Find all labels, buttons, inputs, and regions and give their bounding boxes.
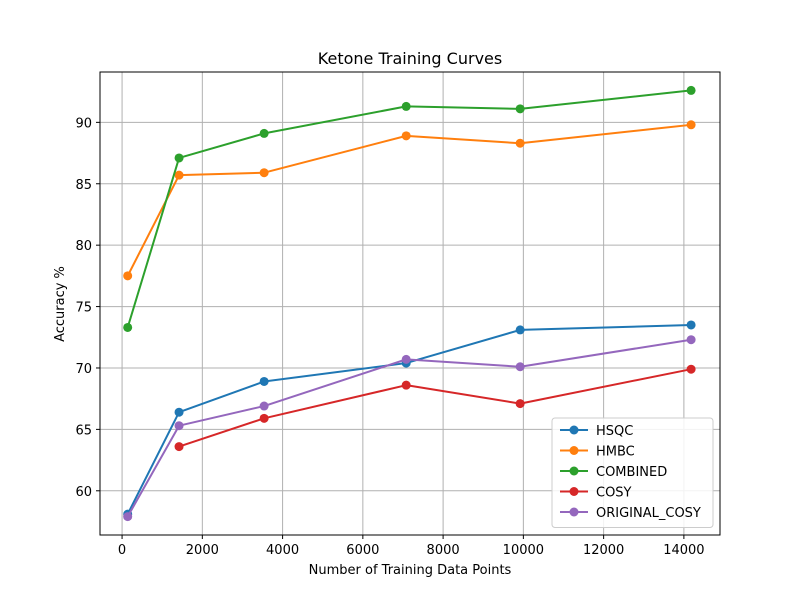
series-line-combined bbox=[126, 89, 692, 328]
series-line-hsqc bbox=[126, 323, 692, 515]
series-line-original-cosy bbox=[126, 338, 692, 518]
data-point bbox=[515, 362, 525, 372]
legend-label: COMBINED bbox=[596, 465, 667, 480]
data-point bbox=[686, 120, 696, 130]
legend-entry: ORIGINAL_COSY bbox=[560, 506, 701, 521]
x-tick-label: 12000 bbox=[583, 543, 624, 558]
data-point bbox=[401, 131, 411, 141]
legend-marker bbox=[569, 446, 579, 455]
y-axis: 60 65 70 75 80 85 90 bbox=[75, 116, 100, 500]
data-point bbox=[174, 442, 184, 452]
series-original-cosy bbox=[123, 335, 696, 522]
legend-marker bbox=[569, 466, 579, 476]
y-tick-label: 70 bbox=[75, 362, 92, 377]
y-axis-label: Accuracy % bbox=[53, 266, 68, 342]
x-tick-label: 6000 bbox=[346, 543, 379, 558]
data-point bbox=[174, 407, 184, 417]
data-point bbox=[174, 153, 184, 163]
y-tick-label: 80 bbox=[75, 239, 92, 254]
data-point bbox=[401, 354, 411, 364]
y-tick-label: 75 bbox=[75, 301, 92, 316]
data-point bbox=[515, 138, 525, 148]
data-point bbox=[686, 335, 696, 345]
y-tick-label: 60 bbox=[75, 485, 92, 500]
series-layer bbox=[123, 85, 696, 522]
data-point bbox=[259, 128, 269, 138]
legend-label: HMBC bbox=[596, 445, 635, 460]
legend-box bbox=[551, 417, 714, 528]
legend-label: COSY bbox=[596, 486, 632, 501]
x-tick-label: 8000 bbox=[427, 543, 460, 558]
legend-entry: HSQC bbox=[560, 424, 633, 439]
legend-marker bbox=[569, 487, 579, 496]
y-tick-label: 85 bbox=[75, 178, 92, 193]
x-tick-label: 4000 bbox=[266, 543, 299, 558]
y-tick-label: 90 bbox=[75, 116, 92, 131]
legend-marker bbox=[569, 425, 579, 435]
legend-entry: COMBINED bbox=[560, 465, 667, 480]
data-point bbox=[401, 380, 411, 390]
legend-entry: COSY bbox=[560, 486, 632, 501]
data-point bbox=[515, 399, 525, 409]
x-tick-label: 0 bbox=[118, 543, 126, 558]
x-axis: 0 2000 4000 6000 8000 10000 12000 14000 bbox=[118, 535, 705, 558]
data-point bbox=[686, 364, 696, 374]
data-point bbox=[686, 85, 696, 95]
data-point bbox=[259, 376, 269, 386]
x-axis-label: Number of Training Data Points bbox=[309, 563, 512, 578]
data-point bbox=[123, 322, 133, 332]
legend: HSQC HMBC COMBINED COSY ORIGINAL_COSY bbox=[551, 417, 714, 528]
x-tick-label: 10000 bbox=[503, 543, 544, 558]
legend-label: ORIGINAL_COSY bbox=[596, 506, 701, 521]
plot-frame bbox=[99, 71, 721, 536]
x-tick-label: 2000 bbox=[186, 543, 219, 558]
data-point bbox=[174, 421, 184, 431]
data-point bbox=[259, 413, 269, 423]
chart-title: Ketone Training Curves bbox=[318, 49, 502, 68]
data-point bbox=[259, 401, 269, 411]
data-point bbox=[259, 168, 269, 178]
data-point bbox=[686, 320, 696, 330]
data-point bbox=[123, 512, 133, 522]
y-tick-label: 65 bbox=[75, 423, 92, 438]
data-point bbox=[515, 325, 525, 335]
legend-label: HSQC bbox=[596, 424, 633, 439]
legend-entry: HMBC bbox=[560, 445, 635, 460]
data-point bbox=[515, 104, 525, 114]
series-cosy bbox=[174, 364, 696, 452]
series-line-hmbc bbox=[126, 123, 692, 277]
series-combined bbox=[123, 85, 696, 332]
x-tick-label: 14000 bbox=[663, 543, 704, 558]
series-hmbc bbox=[123, 120, 696, 281]
legend-marker bbox=[569, 507, 579, 517]
data-point bbox=[174, 170, 184, 180]
data-point bbox=[401, 101, 411, 111]
data-point bbox=[123, 271, 133, 281]
